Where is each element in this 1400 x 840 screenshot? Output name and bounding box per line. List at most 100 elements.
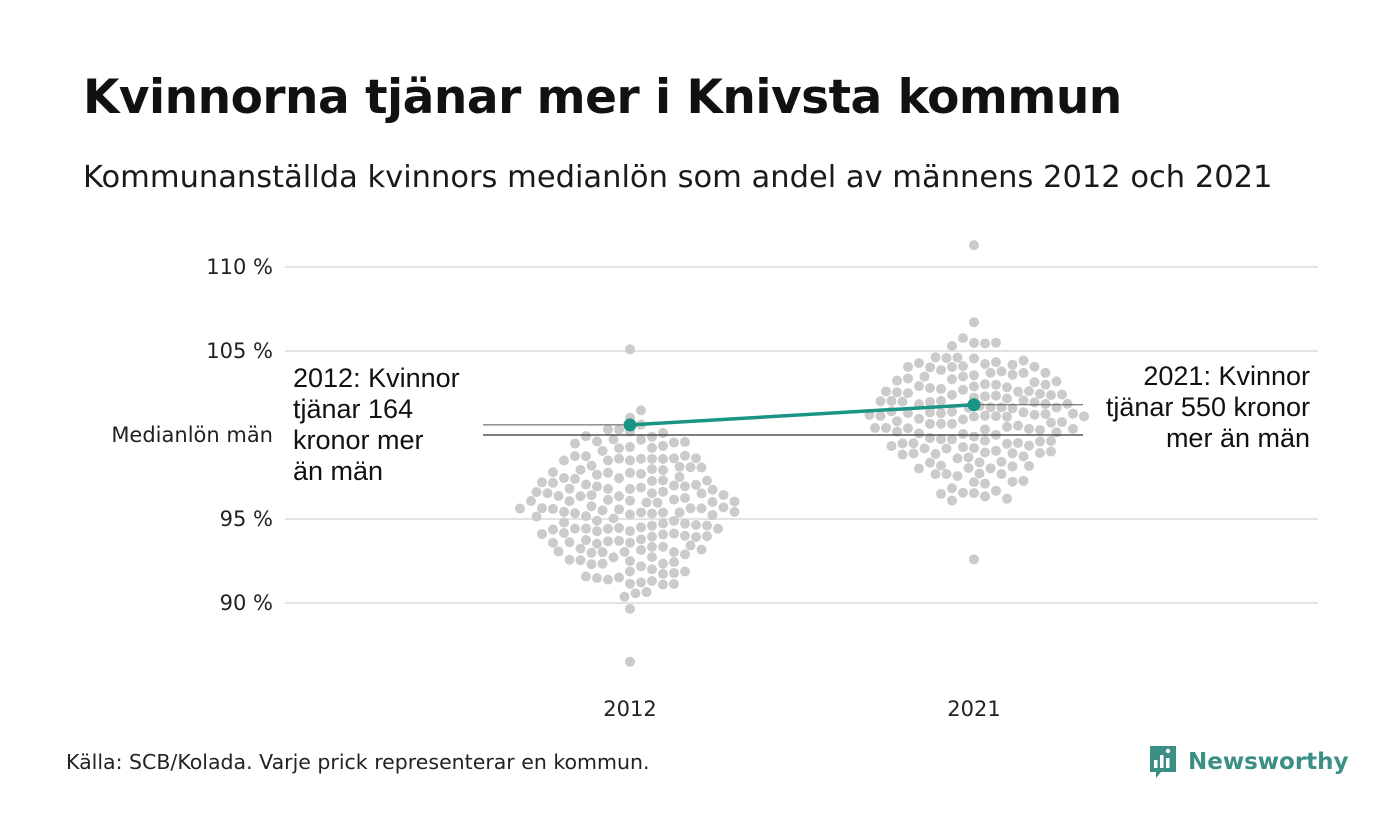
dot-2012 (625, 566, 635, 577)
dot-2012 (647, 576, 657, 587)
chart-title: Kvinnorna tjänar mer i Knivsta kommun (83, 70, 1122, 125)
dot-2012 (603, 483, 613, 494)
dot-2012 (647, 552, 657, 563)
dot-2021 (980, 410, 990, 421)
dot-2021 (947, 341, 957, 352)
dot-2021 (930, 352, 941, 363)
dot-2021 (1007, 476, 1018, 487)
dot-2021 (969, 317, 979, 328)
dot-2021 (1046, 390, 1056, 401)
dot-2012 (636, 453, 646, 464)
data-points (515, 240, 1089, 667)
dot-2012 (564, 483, 575, 494)
dot-2021 (1046, 417, 1056, 428)
dot-2021 (996, 456, 1007, 467)
dot-2012 (531, 511, 542, 522)
dot-2021 (1002, 382, 1012, 393)
dot-2012 (592, 526, 602, 537)
dot-2021 (870, 422, 880, 433)
dot-2012 (718, 502, 729, 513)
dot-2012 (564, 554, 575, 565)
dot-2021 (903, 423, 913, 434)
dot-2012 (713, 523, 723, 534)
dot-2012 (614, 504, 624, 515)
dot-2021 (1051, 402, 1062, 413)
dot-2012 (581, 535, 591, 546)
dot-2021 (980, 358, 990, 369)
dot-2021 (1029, 397, 1040, 408)
dot-2021 (958, 371, 968, 382)
dot-2012 (575, 543, 586, 554)
dot-2012 (603, 574, 613, 585)
dot-2012 (581, 431, 591, 442)
dot-2012 (625, 537, 635, 548)
dot-2012 (696, 503, 707, 514)
dot-2012 (597, 505, 608, 516)
dot-2021 (1024, 386, 1034, 397)
dot-2012 (669, 546, 679, 557)
dot-2021 (1068, 408, 1078, 419)
dot-2012 (597, 547, 608, 558)
dot-2021 (985, 402, 996, 413)
dot-2012 (608, 552, 619, 563)
dot-2021 (991, 445, 1001, 456)
x-tick-label: 2012 (603, 697, 656, 721)
dot-2021 (980, 478, 990, 489)
dot-2012 (630, 588, 641, 599)
dot-2021 (941, 443, 952, 454)
dot-2012 (685, 462, 696, 473)
dot-2021 (1068, 423, 1078, 434)
dot-2012 (542, 488, 553, 499)
dot-2012 (636, 434, 646, 445)
dot-2021 (991, 357, 1001, 368)
dot-2021 (947, 389, 957, 400)
dot-2012 (680, 518, 690, 529)
dot-2021 (969, 337, 979, 348)
y-tick-label: 95 % (220, 507, 273, 531)
dot-2012 (608, 513, 619, 524)
dot-2021 (936, 365, 946, 376)
dot-2012 (597, 558, 608, 569)
dot-2021 (925, 418, 935, 429)
dot-2021 (1013, 437, 1023, 448)
dot-2021 (947, 483, 957, 494)
dot-2021 (903, 388, 913, 399)
dot-2012 (669, 437, 679, 448)
dot-2012 (658, 529, 668, 540)
dot-2021 (980, 435, 990, 446)
dot-2012 (647, 475, 657, 486)
dot-2012 (669, 515, 679, 526)
dot-2012 (647, 541, 657, 552)
dot-2021 (991, 411, 1001, 422)
dot-2012 (636, 522, 646, 533)
dot-2021 (1024, 440, 1034, 451)
dot-2012 (729, 506, 740, 517)
dot-2021 (1002, 438, 1012, 449)
dot-2012 (553, 546, 564, 557)
dot-2012 (680, 492, 690, 503)
dot-2021 (1051, 427, 1062, 438)
dot-2021 (1040, 367, 1051, 378)
dot-2012 (581, 511, 591, 522)
dot-2021 (925, 457, 935, 468)
dot-2012 (559, 455, 569, 466)
dot-2021 (974, 468, 985, 479)
dot-2012 (515, 503, 525, 514)
highlight-series (623, 398, 981, 432)
x-tick-label: 2021 (947, 697, 1000, 721)
dot-2012 (652, 497, 663, 508)
dot-2021 (1018, 475, 1029, 486)
dot-2012 (658, 507, 668, 518)
dot-2021 (991, 379, 1001, 390)
dot-2012 (696, 488, 707, 499)
dot-2021 (886, 395, 897, 406)
newsworthy-brand[interactable]: Newsworthy (1148, 744, 1349, 780)
dot-2012 (603, 523, 613, 534)
dot-2012 (581, 451, 591, 462)
dot-2021 (947, 406, 957, 417)
dot-2012 (625, 344, 635, 355)
dot-2021 (958, 428, 968, 439)
dot-2021 (1029, 377, 1040, 388)
dot-2012 (570, 523, 580, 534)
dot-2012 (636, 577, 646, 588)
